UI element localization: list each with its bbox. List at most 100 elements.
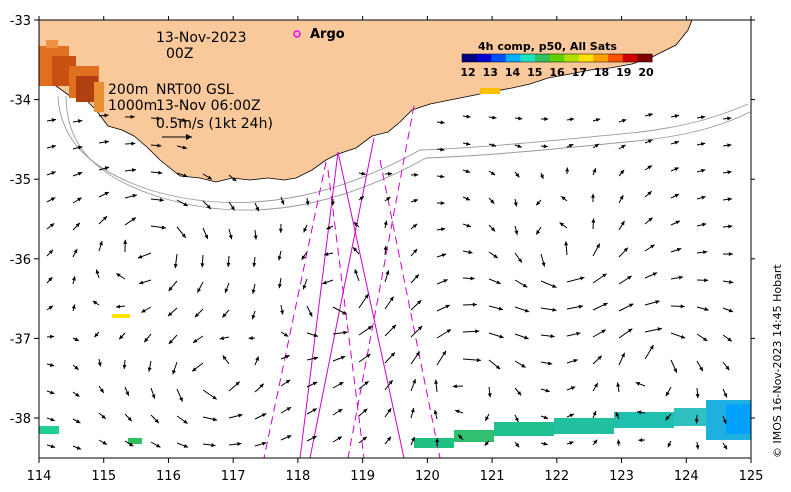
scale-arrow — [162, 134, 192, 140]
current-arrowhead — [522, 283, 528, 288]
current-arrowhead — [161, 225, 166, 230]
current-arrowhead — [703, 337, 708, 341]
current-arrowhead — [385, 270, 390, 275]
current-arrowhead — [123, 239, 128, 244]
current-arrowhead — [514, 417, 519, 422]
x-tick-label: 118 — [285, 469, 310, 484]
current-arrowhead — [383, 245, 388, 250]
current-arrowhead — [498, 306, 503, 311]
current-arrowhead — [353, 222, 359, 227]
contour-label-200: 200m — [108, 82, 148, 98]
current-arrowhead — [593, 439, 598, 445]
current-arrowhead — [524, 308, 530, 313]
current-arrowhead — [167, 311, 173, 317]
current-arrowhead — [77, 197, 82, 202]
current-arrowhead — [212, 395, 217, 400]
current-arrowhead — [211, 443, 216, 448]
current-arrowhead — [667, 442, 672, 448]
current-arrowhead — [337, 409, 343, 413]
current-arrowhead — [74, 365, 79, 370]
current-arrowhead — [594, 143, 599, 148]
current-arrowhead — [725, 365, 730, 371]
current-arrowhead — [699, 366, 703, 372]
current-arrowhead — [354, 269, 359, 274]
current-arrowhead — [222, 313, 227, 318]
current-arrowhead — [182, 117, 187, 122]
current-arrowhead — [728, 224, 733, 229]
current-arrowhead — [472, 302, 477, 307]
current-arrowhead — [621, 144, 626, 149]
current-arrowhead — [413, 199, 418, 203]
current-arrowhead — [657, 327, 662, 332]
current-arrowhead — [383, 220, 388, 226]
colorbar-tick-label: 20 — [638, 66, 654, 79]
current-arrowhead — [141, 308, 146, 313]
current-arrowhead — [446, 329, 452, 334]
current-arrowhead — [387, 408, 392, 413]
current-arrowhead — [305, 201, 310, 206]
current-arrowhead — [50, 444, 56, 449]
x-tick-label: 123 — [609, 469, 634, 484]
y-tick-label: -34 — [10, 94, 31, 109]
current-arrowhead — [722, 419, 727, 424]
current-arrowhead — [361, 171, 366, 176]
x-axis: 114 115 116 117 118 119 120 121 122 123 124 125 — [27, 16, 763, 484]
x-tick-label: 121 — [480, 469, 505, 484]
current-arrowhead — [261, 441, 267, 446]
current-arrowhead — [603, 302, 608, 307]
current-arrowhead — [515, 442, 520, 448]
current-arrowhead — [536, 200, 541, 206]
current-arrowhead — [414, 274, 419, 279]
current-arrowhead — [578, 304, 583, 309]
current-arrowhead — [524, 335, 529, 340]
current-arrowhead — [493, 254, 498, 259]
colorbar-tick-label: 12 — [460, 66, 475, 79]
y-tick-label: -33 — [10, 14, 31, 29]
current-arrowhead — [303, 227, 308, 233]
current-arrowhead — [490, 227, 496, 232]
current-arrowhead — [144, 337, 149, 343]
current-arrowhead — [308, 312, 313, 317]
current-arrowhead — [592, 411, 597, 416]
current-arrowhead — [49, 390, 55, 395]
current-arrowhead — [119, 335, 124, 340]
current-arrowhead — [727, 197, 732, 202]
current-arrowhead — [434, 379, 439, 384]
current-arrowhead — [499, 334, 504, 339]
current-arrowhead — [466, 114, 471, 119]
current-arrowhead — [652, 272, 658, 277]
current-arrowhead — [337, 436, 342, 441]
current-arrowhead — [627, 275, 632, 280]
current-arrowhead — [727, 170, 732, 175]
current-arrowhead — [647, 191, 652, 196]
colorbar-ticks: 12 13 14 15 16 17 18 19 20 — [460, 66, 654, 79]
current-arrowhead — [649, 344, 654, 350]
current-arrowhead — [517, 144, 522, 148]
current-arrowhead — [620, 220, 625, 226]
current-arrowhead — [255, 356, 259, 361]
current-arrowhead — [252, 262, 257, 268]
current-arrowhead — [443, 279, 448, 283]
current-arrowhead — [470, 276, 475, 281]
current-arrowhead — [620, 169, 625, 175]
current-arrowhead — [101, 414, 106, 419]
colorbar-tick-label: 18 — [594, 66, 609, 79]
current-arrowhead — [466, 223, 471, 228]
current-arrowhead — [440, 147, 445, 152]
current-vectors — [46, 113, 734, 450]
current-arrowhead — [704, 307, 709, 312]
current-arrowhead — [440, 227, 446, 232]
current-arrowhead — [338, 382, 344, 386]
current-arrowhead — [77, 119, 83, 124]
current-arrowhead — [322, 280, 327, 285]
current-arrowhead — [312, 381, 318, 386]
current-arrowhead — [286, 435, 292, 439]
current-arrowhead — [71, 276, 76, 281]
colorbar-tick-label: 14 — [505, 66, 521, 79]
current-arrowhead — [212, 417, 218, 422]
current-arrowhead — [674, 167, 679, 172]
current-arrowhead — [386, 196, 391, 201]
current-arrowhead — [49, 362, 55, 367]
current-arrowhead — [694, 419, 699, 424]
current-arrowhead — [637, 410, 642, 415]
